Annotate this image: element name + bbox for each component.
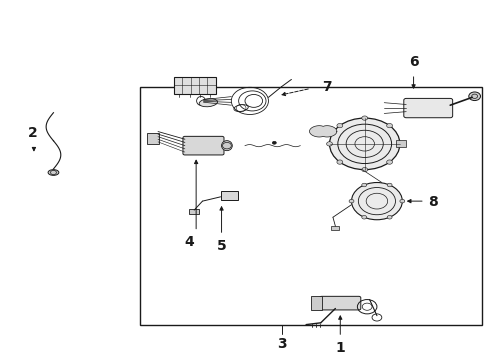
Bar [331,226,339,230]
Circle shape [330,118,400,170]
Circle shape [397,142,403,146]
Text: 1: 1 [335,341,345,355]
Circle shape [272,141,276,144]
Ellipse shape [48,170,59,175]
Text: 7: 7 [322,80,331,94]
Circle shape [387,183,392,187]
Ellipse shape [221,141,232,151]
FancyBboxPatch shape [183,136,224,155]
Polygon shape [310,126,337,137]
Bar [189,210,199,213]
Bar [174,77,216,94]
Circle shape [349,199,354,203]
Text: 6: 6 [409,55,418,69]
Bar [220,191,238,201]
Circle shape [362,116,368,120]
Circle shape [387,160,392,164]
Circle shape [337,160,343,164]
FancyBboxPatch shape [320,296,361,310]
Circle shape [387,215,392,219]
Circle shape [400,199,405,203]
Text: 5: 5 [217,239,226,253]
Circle shape [362,215,367,219]
Text: 4: 4 [184,235,194,249]
Circle shape [351,183,402,220]
Circle shape [469,92,481,100]
Bar [147,133,159,144]
Text: 8: 8 [428,195,438,209]
Circle shape [337,123,343,128]
Text: 2: 2 [27,126,37,140]
Bar [311,296,322,310]
Circle shape [362,167,368,172]
Ellipse shape [199,99,218,107]
Bar [396,140,406,148]
FancyBboxPatch shape [404,98,453,118]
Circle shape [362,183,367,187]
Bar [140,87,482,325]
Text: 3: 3 [277,337,287,351]
Circle shape [387,123,392,128]
Circle shape [327,142,332,146]
